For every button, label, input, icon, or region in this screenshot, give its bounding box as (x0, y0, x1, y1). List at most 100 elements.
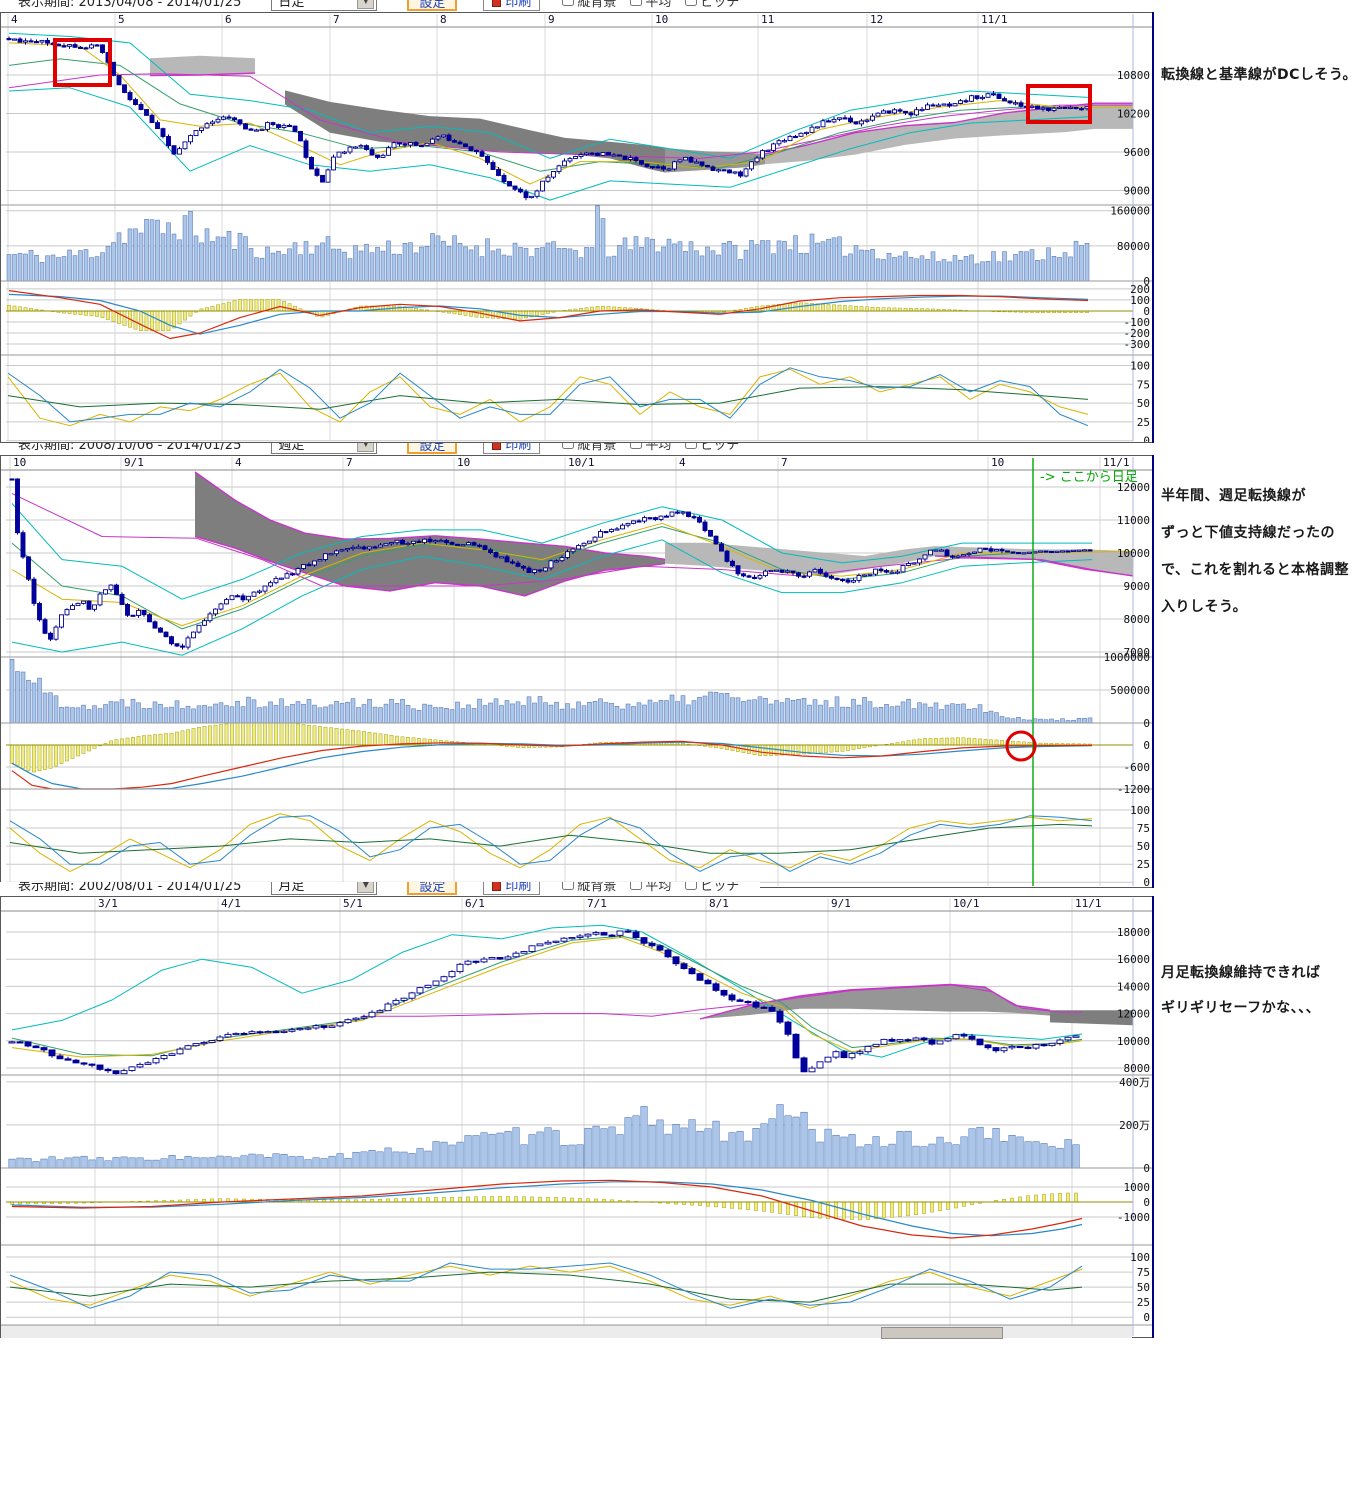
volume-bar (376, 1151, 384, 1169)
volume-bar (320, 242, 325, 282)
interval-dropdown[interactable]: 日足 ▼ (271, 0, 378, 11)
candle-down (878, 568, 884, 571)
print-button[interactable]: 印刷 (483, 443, 541, 454)
volume-bar (92, 705, 97, 724)
weekly-chart-canvas[interactable]: 10 9/1 4 7 10 10/1 4 7 10 11/11200011000100009000… (0, 455, 1156, 888)
y-axis-label: 25 (1137, 416, 1150, 429)
checkbox-pitch[interactable]: ピッチ (685, 443, 739, 453)
pitch-checkbox[interactable] (685, 0, 698, 6)
volume-bar (314, 245, 320, 282)
y-axis-label: 75 (1137, 1266, 1150, 1279)
candle-up (743, 168, 749, 177)
vgrid-checkbox[interactable] (562, 0, 575, 6)
volume-bar (736, 1131, 744, 1169)
average-checkbox[interactable] (630, 0, 643, 6)
candle-up (192, 1043, 200, 1047)
volume-bar (950, 703, 955, 724)
volume-bar (272, 1153, 280, 1169)
daily-chart-toolbar: 表示期間: 2013/04/08 - 2014/01/25 日足 ▼ 設定 印刷 … (0, 0, 760, 12)
macd-histogram-bar (426, 1197, 430, 1203)
candle-up (392, 999, 400, 1005)
settings-button[interactable]: 設定 (407, 443, 458, 454)
checkbox-vgrid[interactable]: 縦背景 (562, 882, 616, 894)
volume-bar (191, 708, 196, 724)
macd-histogram-bar (538, 1196, 542, 1203)
candle-up (592, 536, 598, 542)
volume-bar (119, 699, 125, 724)
candle-down (372, 546, 378, 549)
candle-down (32, 1045, 40, 1049)
volume-bar (856, 1146, 864, 1169)
settings-button[interactable]: 設定 (407, 882, 458, 895)
candle-down (697, 516, 702, 523)
checkbox-vgrid[interactable]: 縦背景 (562, 0, 616, 10)
candle-down (1073, 106, 1079, 110)
horizontal-scrollbar[interactable] (1, 1325, 1132, 1339)
daily-chart-canvas[interactable]: 4 5 6 7 8 9 10 11 12 11/1 10800 10200 9600 9000 160000… (0, 12, 1156, 443)
volume-bar (716, 254, 721, 282)
candle-down (648, 942, 656, 947)
candle-down (240, 1032, 248, 1036)
macd-histogram-bar (87, 744, 91, 752)
checkbox-average[interactable]: 平均 (630, 882, 671, 894)
checkbox-vgrid[interactable]: 縦背景 (562, 443, 616, 453)
scrollbar-thumb[interactable] (881, 1327, 1003, 1339)
volume-bar (1038, 718, 1043, 724)
volume-bar (903, 251, 908, 282)
print-button[interactable]: 印刷 (483, 882, 541, 895)
volume-bar (422, 703, 427, 724)
x-tick-label: 5/1 (343, 897, 363, 910)
candle-up (694, 161, 699, 164)
vgrid-checkbox[interactable] (562, 882, 575, 890)
volume-bar (1049, 718, 1054, 724)
macd-histogram-bar (345, 729, 350, 746)
candle-up (598, 531, 603, 538)
volume-bar (273, 705, 279, 724)
monthly-chart-canvas[interactable]: 3/1 4/1 5/1 6/1 7/1 8/1 9/1 10/1 11/1 18000 16000 1… (0, 896, 1156, 1338)
checkbox-pitch[interactable]: ピッチ (685, 0, 739, 10)
candle-up (1072, 1035, 1080, 1038)
candle-down (688, 156, 694, 163)
candle-up (168, 1053, 176, 1056)
candle-down (243, 123, 248, 130)
volume-bar (765, 240, 771, 282)
checkbox-average[interactable]: 平均 (630, 0, 671, 10)
average-checkbox[interactable] (630, 443, 643, 449)
print-icon (492, 443, 502, 450)
volume-bar (287, 248, 292, 282)
macd-histogram-bar (54, 744, 58, 767)
candle-down (78, 46, 83, 49)
volume-bar (112, 1157, 120, 1169)
candle-down (397, 142, 402, 145)
candle-down (746, 575, 752, 578)
macd-histogram-bar (834, 1201, 838, 1220)
candle-down (983, 547, 988, 550)
volume-bar (779, 702, 785, 724)
macd-histogram-bar (150, 310, 154, 332)
y-axis-label: 400万 (1119, 1076, 1150, 1089)
candle-up (208, 1040, 216, 1043)
pitch-checkbox[interactable] (685, 882, 698, 890)
volume-bar (639, 247, 644, 282)
macd-histogram-bar (442, 1197, 446, 1203)
volume-bar (368, 1150, 376, 1169)
pitch-checkbox[interactable] (685, 443, 698, 449)
macd-histogram-bar (832, 304, 836, 312)
volume-bar (606, 256, 611, 282)
interval-dropdown[interactable]: 月足 ▼ (271, 882, 378, 895)
candle-down (724, 550, 730, 562)
indicator-line (11, 503, 1092, 600)
print-button[interactable]: 印刷 (483, 0, 541, 11)
vgrid-checkbox[interactable] (562, 443, 575, 449)
macd-histogram-bar (356, 730, 361, 746)
indicator-line (11, 539, 1093, 656)
highlight-rect-marker (1026, 84, 1092, 124)
checkbox-pitch[interactable]: ピッチ (685, 882, 739, 894)
checkbox-average[interactable]: 平均 (630, 443, 671, 453)
interval-dropdown[interactable]: 週足 ▼ (271, 443, 378, 454)
volume-bar (20, 671, 26, 724)
macd-histogram-bar (312, 725, 317, 746)
settings-button[interactable]: 設定 (407, 0, 458, 11)
volume-bar (768, 703, 774, 724)
average-checkbox[interactable] (630, 882, 643, 890)
